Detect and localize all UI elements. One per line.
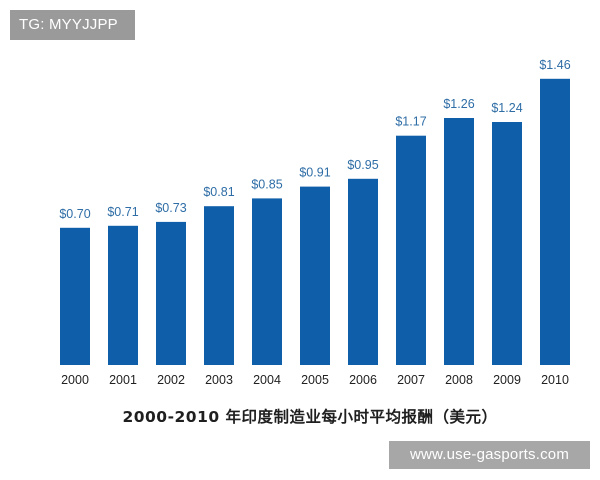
- bars-layer: [60, 78, 570, 366]
- x-tick-label-2006: 2006: [349, 373, 377, 387]
- value-label-2008: $1.26: [443, 97, 474, 111]
- x-tick-label-2000: 2000: [61, 373, 89, 387]
- x-tick-label-2008: 2008: [445, 373, 473, 387]
- bar-2004: [252, 198, 282, 365]
- bar-2001: [108, 225, 138, 365]
- value-label-2003: $0.81: [203, 185, 234, 199]
- bar-2003: [204, 206, 234, 365]
- value-label-2010: $1.46: [539, 58, 570, 72]
- value-label-2000: $0.70: [59, 207, 90, 221]
- bar-2010: [540, 78, 570, 366]
- bar-2009: [492, 122, 522, 365]
- value-label-2001: $0.71: [107, 205, 138, 219]
- value-label-2004: $0.85: [251, 177, 282, 191]
- bar-2005: [300, 186, 330, 365]
- value-label-2006: $0.95: [347, 158, 378, 172]
- x-tick-label-2007: 2007: [397, 373, 425, 387]
- x-tick-label-2005: 2005: [301, 373, 329, 387]
- watermark-top: TG: MYYJJPP: [10, 10, 135, 40]
- watermark-bottom: www.use-gasports.com: [389, 441, 590, 469]
- bar-2008: [444, 118, 474, 365]
- value-label-2009: $1.24: [491, 101, 522, 115]
- bar-2006: [348, 178, 378, 365]
- value-label-2005: $0.91: [299, 166, 330, 180]
- value-labels-layer: $0.70 $0.71 $0.73 $0.81 $0.85 $0.91 $0.95 $1.17…: [59, 58, 570, 221]
- bar-2007: [396, 135, 426, 365]
- x-tick-label-2002: 2002: [157, 373, 185, 387]
- chart-title: 2000-2010 年印度制造业每小时平均报酬（美元）: [122, 408, 498, 426]
- x-tick-label-2009: 2009: [493, 373, 521, 387]
- bar-2002: [156, 221, 186, 365]
- x-tick-labels-layer: 2000 2001 2002 2003 2004 2005 2006 2007 2008 2009…: [61, 373, 569, 387]
- bar-2000: [60, 227, 90, 365]
- value-label-2007: $1.17: [395, 115, 426, 129]
- x-tick-label-2004: 2004: [253, 373, 281, 387]
- x-tick-label-2001: 2001: [109, 373, 137, 387]
- x-tick-label-2003: 2003: [205, 373, 233, 387]
- value-label-2002: $0.73: [155, 201, 186, 215]
- x-tick-label-2010: 2010: [541, 373, 569, 387]
